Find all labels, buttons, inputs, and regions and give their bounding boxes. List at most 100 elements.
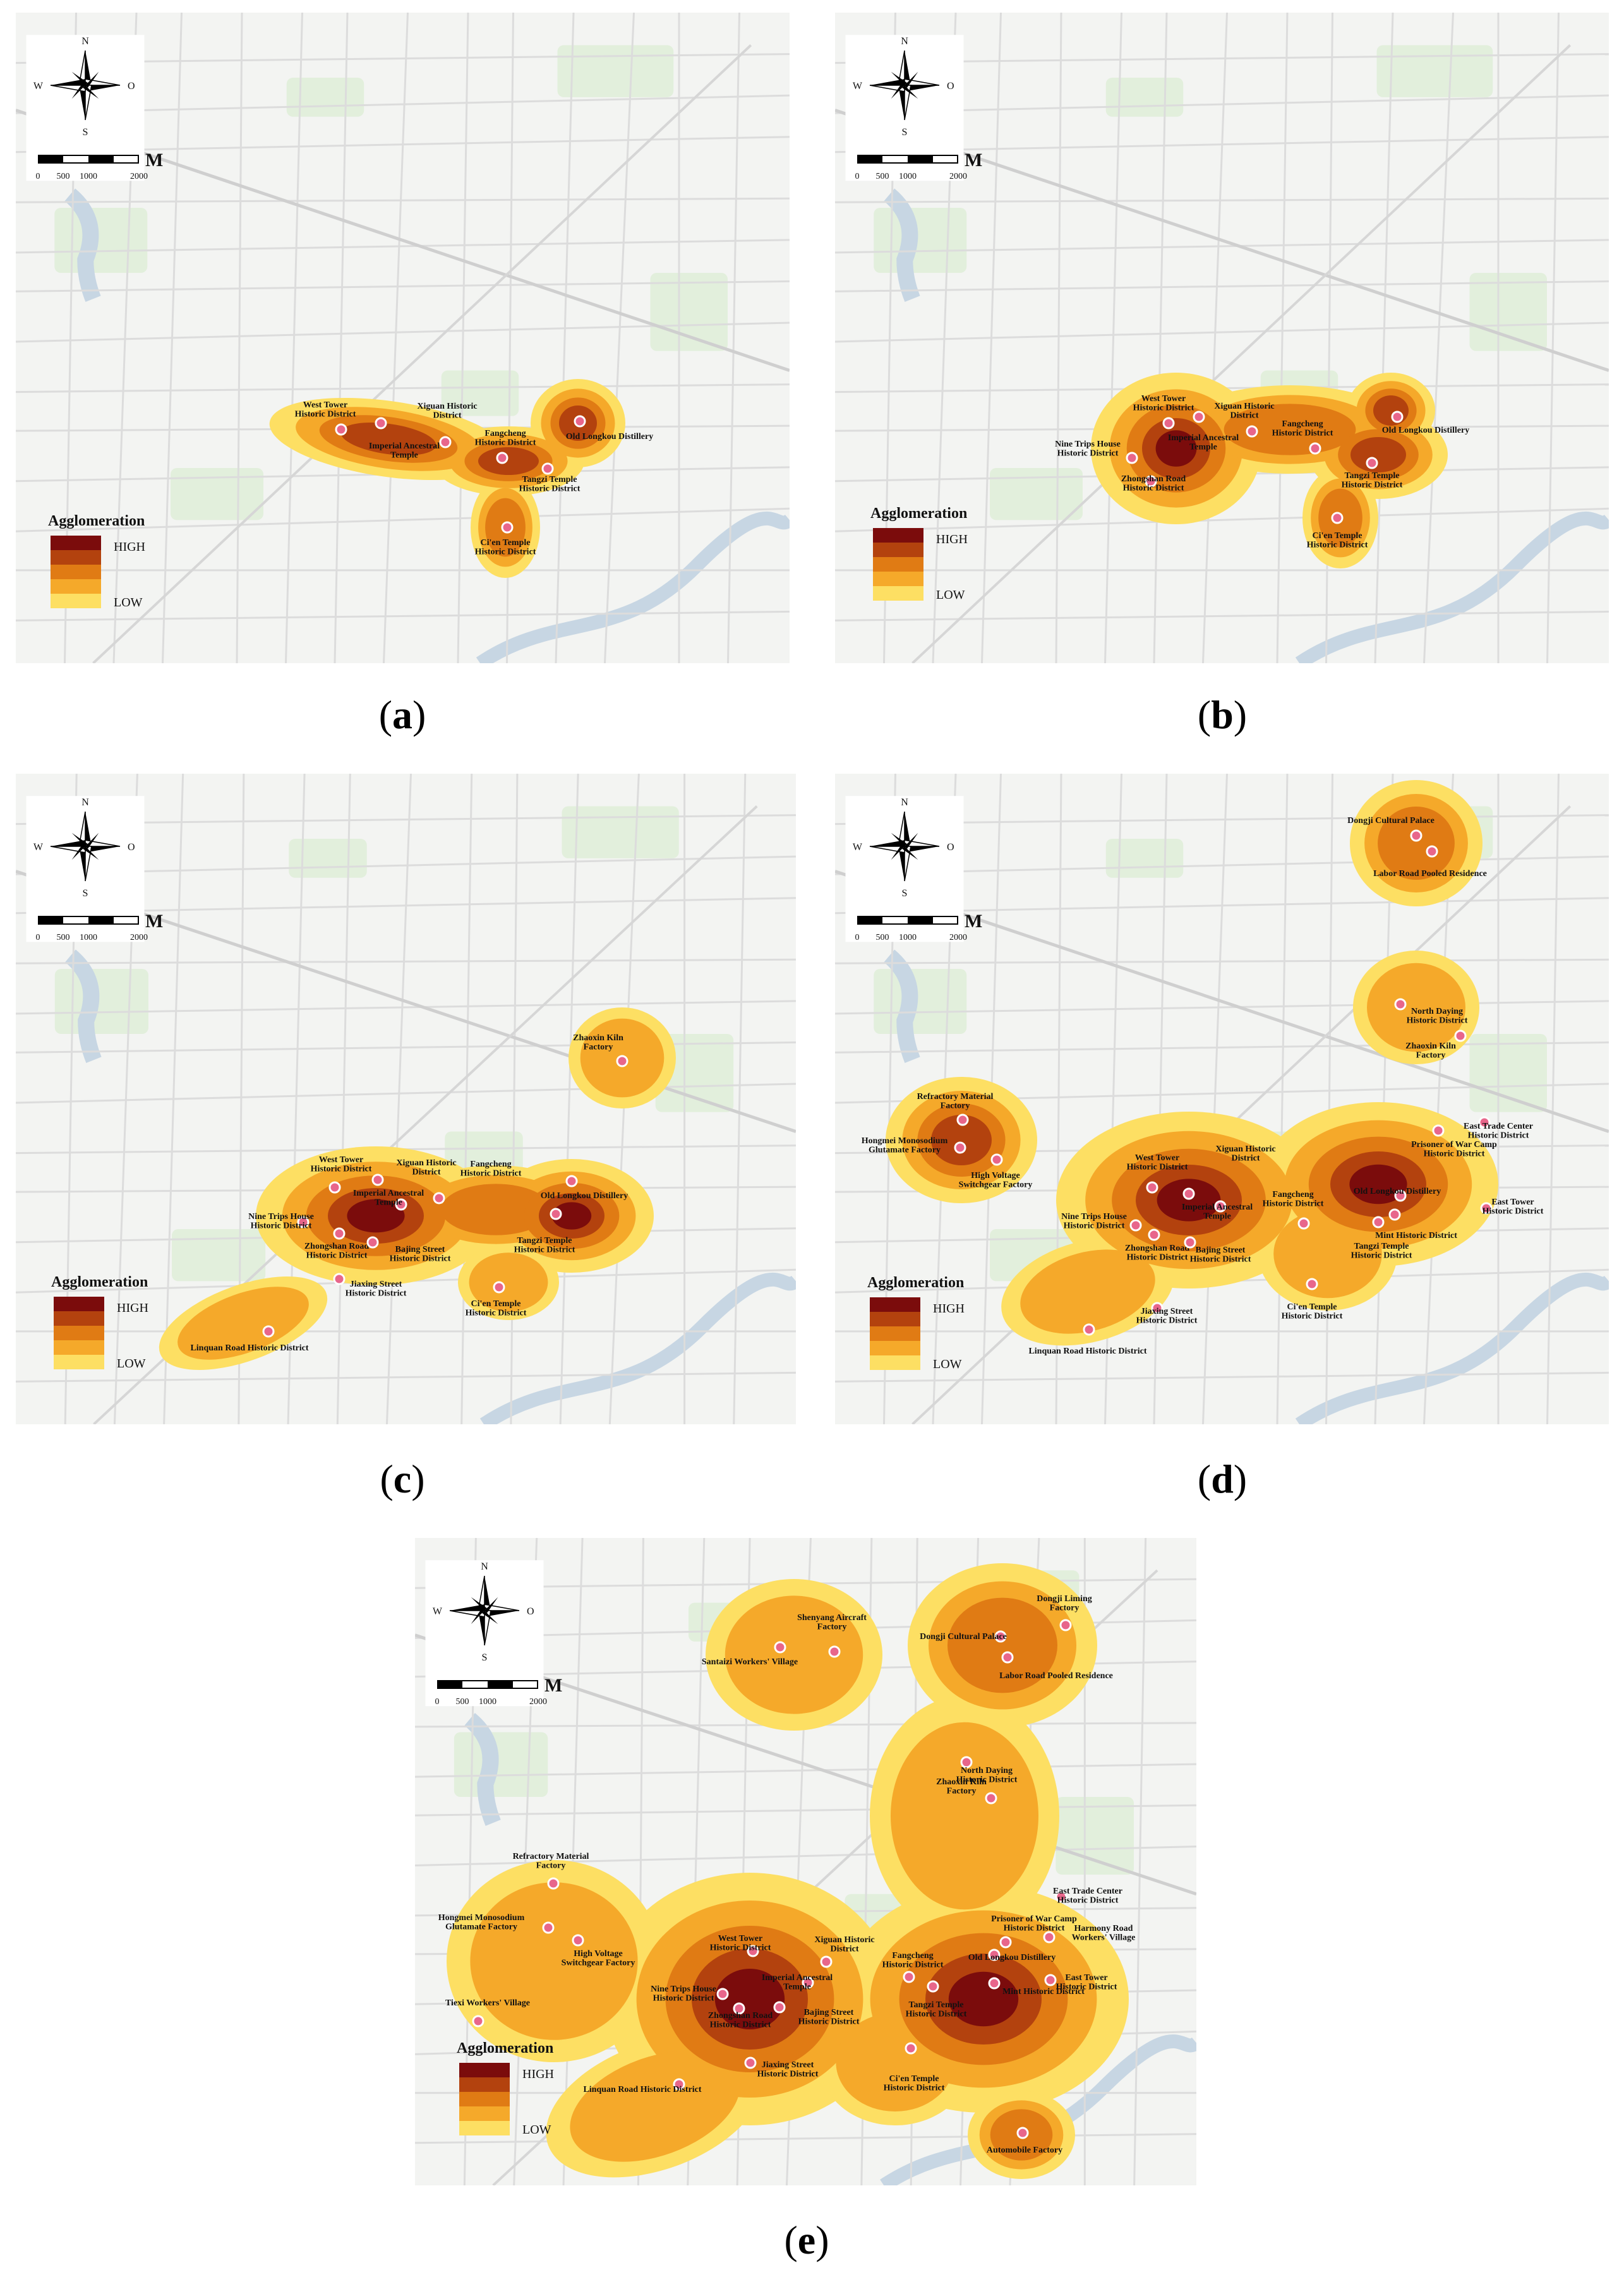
site-label: Harmony Road Workers' Village: [1072, 1924, 1136, 1943]
site-label: Zhongshan Road Historic District: [1121, 474, 1186, 493]
site-label: West Tower Historic District: [311, 1155, 372, 1174]
site-marker: [954, 1141, 966, 1154]
scale-bar: M 0 500 1000 2000: [855, 150, 983, 181]
scale-unit: M: [145, 150, 163, 171]
site-marker: [1480, 1202, 1493, 1215]
site-marker: [541, 462, 554, 475]
site-label: Hongmei Monosodium Glutamate Factory: [438, 1913, 525, 1932]
compass-s-label: S: [482, 1652, 488, 1663]
site-marker: [988, 1977, 1001, 1990]
scale-tick: 1000: [80, 933, 97, 942]
site-label: Linquan Road Historic District: [1028, 1347, 1146, 1356]
legend-swatch: [873, 543, 923, 557]
site-label: Fangcheng Historic District: [1263, 1190, 1324, 1209]
legend-swatch: [459, 2106, 510, 2121]
legend-high: HIGH: [114, 540, 145, 554]
site-marker: [1162, 417, 1175, 429]
site-marker: [1001, 1651, 1014, 1664]
site-label: Imperial Ancestral Temple: [353, 1189, 424, 1208]
site-label: West Tower Historic District: [295, 400, 356, 419]
site-label: Labor Road Pooled Residence: [1373, 869, 1487, 879]
panel-label-a: (a): [378, 692, 426, 737]
scale-bar: M 0 500 1000 2000: [855, 911, 983, 942]
site-label: Xiguan Historic District: [417, 402, 477, 421]
legend-low: LOW: [933, 1357, 962, 1371]
scale-tick: 1000: [899, 172, 917, 181]
site-marker: [744, 2057, 757, 2069]
site-label: East Trade Center Historic District: [1464, 1122, 1533, 1141]
site-label: Shenyang Aircraft Factory: [797, 1613, 867, 1632]
site-marker: [774, 1641, 786, 1654]
agglomeration-legend: Agglomeration HIGH LOW: [867, 1275, 965, 1371]
heritage-sites: Shenyang Aircraft Factory Santaizi Workers…: [438, 1594, 1136, 2155]
map-panel-c: Zhaoxin Kiln Factory West Tower Historic Di…: [16, 774, 796, 1424]
site-marker: [375, 417, 387, 429]
compass-o-label: O: [128, 81, 135, 92]
legend-low: LOW: [522, 2123, 551, 2137]
street-network: [16, 13, 790, 663]
site-label: Refractory Material Factory: [917, 1092, 994, 1111]
compass-n-label: N: [81, 797, 89, 808]
compass-n-label: N: [81, 36, 89, 47]
legend-high: HIGH: [522, 2067, 554, 2081]
site-marker: [1246, 425, 1258, 438]
site-label: Prisoner of War Camp Historic District: [991, 1914, 1077, 1933]
legend-swatch: [873, 557, 923, 572]
site-label: Dongji Cultural Palace: [1347, 816, 1435, 826]
site-label: East Tower Historic District: [1056, 1973, 1117, 1992]
site-marker: [550, 1208, 562, 1220]
site-label: East Trade Center Historic District: [1053, 1887, 1122, 1906]
legend-title: Agglomeration: [867, 1275, 964, 1291]
map-panel-e: Shenyang Aircraft Factory Santaizi Workers…: [415, 1538, 1196, 2185]
site-label: Labor Road Pooled Residence: [999, 1671, 1113, 1681]
site-marker: [493, 1281, 505, 1294]
site-label: Jiaxing Street Historic District: [346, 1280, 407, 1299]
site-marker: [366, 1236, 379, 1249]
site-label: Bajing Street Historic District: [1190, 1246, 1251, 1264]
legend-low: LOW: [114, 596, 143, 610]
legend-swatch: [51, 550, 101, 565]
site-marker: [905, 2042, 917, 2055]
site-marker: [1044, 1974, 1057, 1986]
site-label: Ci'en Temple Historic District: [466, 1299, 527, 1318]
site-label: High Voltage Switchgear Factory: [959, 1171, 1033, 1190]
site-label: Xiguan Historic District: [396, 1158, 456, 1177]
site-marker: [1148, 1228, 1160, 1241]
scale-tick: 500: [876, 172, 889, 181]
site-label: Old Longkou Distillery: [566, 432, 653, 441]
site-marker: [496, 452, 508, 464]
site-marker: [1388, 1208, 1401, 1221]
panel-label-d: (d): [1197, 1456, 1248, 1501]
site-marker: [1145, 475, 1157, 488]
panel-label-e: (e): [784, 2218, 829, 2262]
legend-title: Agglomeration: [51, 1274, 148, 1290]
site-label: Refractory Material Factory: [513, 1852, 589, 1871]
site-marker: [1432, 1124, 1445, 1137]
site-marker: [297, 1216, 310, 1228]
site-marker: [1366, 457, 1378, 469]
site-marker: [333, 1227, 346, 1240]
street-network: [16, 774, 796, 1424]
scale-tick: 2000: [130, 933, 148, 942]
legend-swatch: [51, 565, 101, 579]
heritage-sites: Zhaoxin Kiln Factory West Tower Historic Di…: [190, 1033, 629, 1353]
site-marker: [1297, 1217, 1310, 1230]
site-marker: [1182, 1187, 1195, 1200]
scale-tick: 500: [57, 172, 70, 181]
kernel-density-surface: [159, 1007, 676, 1370]
legend-swatch: [870, 1326, 920, 1341]
site-label: Ci'en Temple Historic District: [1307, 531, 1368, 550]
site-label: Fangcheng Historic District: [1272, 419, 1333, 438]
site-label: Jiaxing Street Historic District: [757, 2060, 819, 2079]
compass-s-label: S: [83, 888, 88, 899]
site-marker: [572, 1934, 584, 1947]
scale-bar: M 0 500 1000 2000: [36, 150, 164, 181]
legend-title: Agglomeration: [870, 505, 967, 522]
compass-w-label: W: [33, 81, 44, 92]
site-marker: [1214, 1200, 1227, 1213]
site-label: Ci'en Temple Historic District: [475, 538, 536, 557]
scale-bar: M 0 500 1000 2000: [435, 1675, 563, 1707]
site-label: North Daying Historic District: [1407, 1007, 1468, 1026]
site-marker: [1394, 998, 1407, 1011]
